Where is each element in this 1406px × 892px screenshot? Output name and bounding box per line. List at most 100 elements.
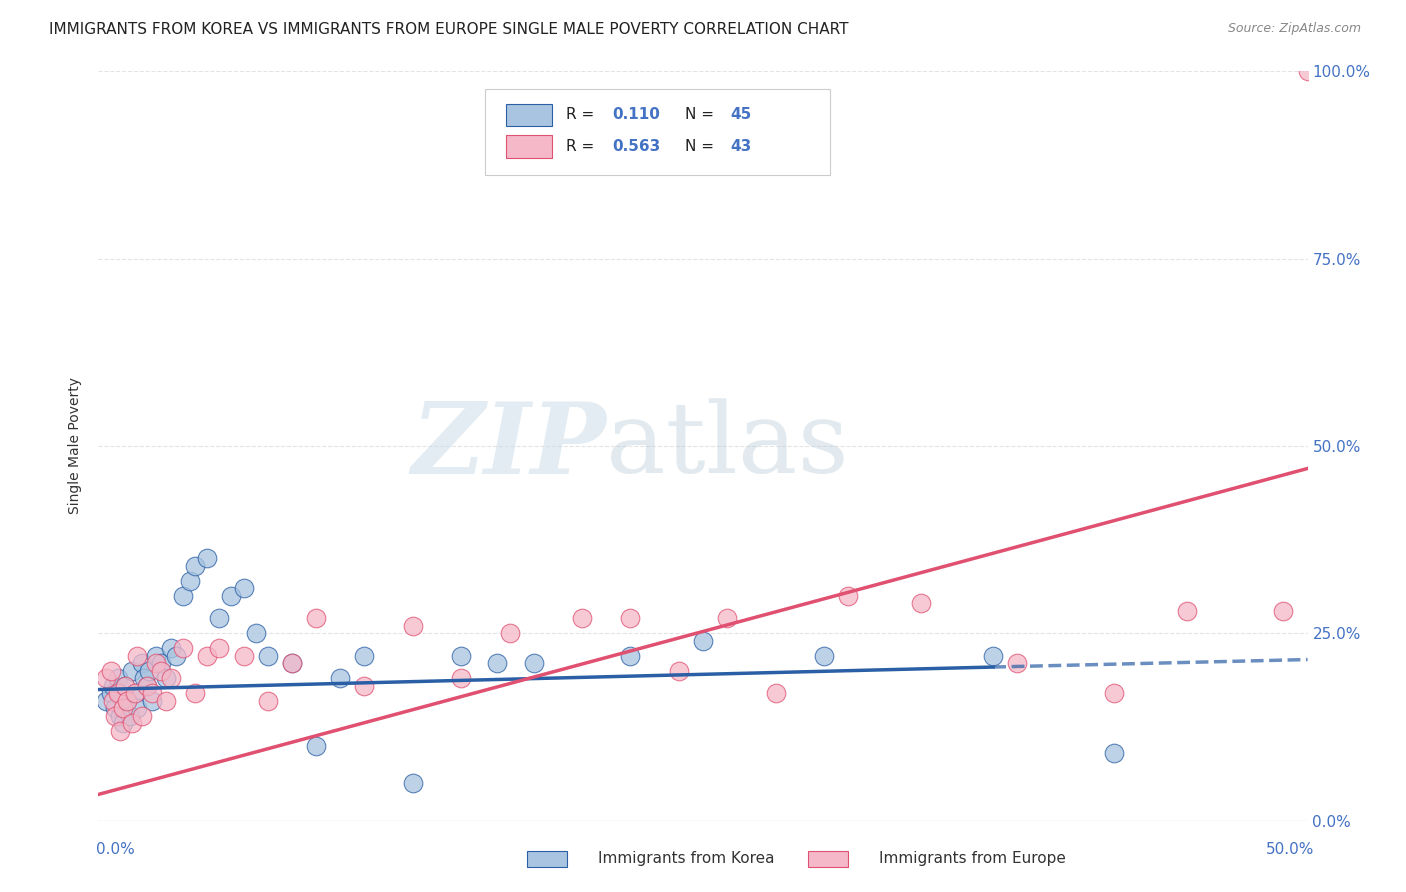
Point	[692, 633, 714, 648]
Point	[353, 679, 375, 693]
Point	[450, 671, 472, 685]
Text: N =: N =	[685, 139, 718, 153]
Point	[141, 686, 163, 700]
Point	[305, 611, 328, 625]
Point	[94, 694, 117, 708]
Point	[813, 648, 835, 663]
Point	[232, 648, 254, 663]
Point	[118, 708, 141, 723]
Point	[1102, 746, 1125, 760]
Point	[402, 776, 425, 790]
Point	[571, 611, 593, 625]
Point	[107, 671, 129, 685]
Point	[716, 611, 738, 625]
Point	[100, 686, 122, 700]
Point	[184, 558, 207, 573]
Point	[1175, 604, 1198, 618]
Point	[121, 664, 143, 678]
Point	[124, 686, 146, 700]
Point	[111, 716, 134, 731]
Point	[402, 619, 425, 633]
Text: N =: N =	[685, 107, 718, 122]
Point	[104, 708, 127, 723]
Bar	[506, 103, 551, 126]
Point	[256, 694, 278, 708]
Point	[104, 701, 127, 715]
Text: 45: 45	[731, 107, 752, 122]
Point	[124, 686, 146, 700]
Point	[134, 671, 156, 685]
Text: ZIP: ZIP	[412, 398, 606, 494]
Point	[837, 589, 859, 603]
Point	[208, 641, 231, 656]
Point	[498, 626, 520, 640]
Text: IMMIGRANTS FROM KOREA VS IMMIGRANTS FROM EUROPE SINGLE MALE POVERTY CORRELATION : IMMIGRANTS FROM KOREA VS IMMIGRANTS FROM…	[49, 22, 849, 37]
Text: 0.0%: 0.0%	[96, 842, 135, 856]
Text: atlas: atlas	[606, 398, 849, 494]
Point	[765, 686, 787, 700]
FancyBboxPatch shape	[485, 88, 830, 175]
Point	[145, 648, 167, 663]
Point	[256, 648, 278, 663]
Point	[1272, 604, 1295, 618]
Point	[1102, 686, 1125, 700]
Point	[131, 708, 153, 723]
Point	[101, 679, 124, 693]
Text: R =: R =	[567, 107, 599, 122]
Point	[138, 664, 160, 678]
Point	[127, 701, 149, 715]
Text: Immigrants from Korea: Immigrants from Korea	[598, 851, 775, 865]
Point	[179, 574, 201, 588]
Point	[108, 723, 131, 738]
Point	[117, 694, 139, 708]
Point	[619, 648, 641, 663]
Point	[155, 694, 177, 708]
Point	[195, 648, 218, 663]
Point	[184, 686, 207, 700]
Point	[94, 671, 117, 685]
Point	[114, 679, 136, 693]
Point	[329, 671, 352, 685]
Point	[1007, 657, 1029, 671]
Point	[450, 648, 472, 663]
Text: Immigrants from Europe: Immigrants from Europe	[879, 851, 1066, 865]
Point	[245, 626, 267, 640]
Point	[108, 708, 131, 723]
Point	[195, 551, 218, 566]
Point	[150, 664, 173, 678]
Point	[100, 664, 122, 678]
Point	[135, 679, 157, 693]
Point	[127, 648, 149, 663]
Point	[523, 657, 546, 671]
Point	[281, 657, 304, 671]
Point	[981, 648, 1004, 663]
Point	[1296, 64, 1319, 78]
Point	[117, 694, 139, 708]
Point	[486, 657, 509, 671]
Text: R =: R =	[567, 139, 599, 153]
Bar	[506, 135, 551, 158]
Point	[155, 671, 177, 685]
Text: 0.563: 0.563	[613, 139, 661, 153]
Point	[165, 648, 187, 663]
Point	[131, 657, 153, 671]
Point	[208, 611, 231, 625]
Point	[121, 716, 143, 731]
Text: 43: 43	[731, 139, 752, 153]
Point	[281, 657, 304, 671]
Point	[111, 701, 134, 715]
Point	[160, 641, 183, 656]
Point	[150, 657, 173, 671]
Point	[232, 582, 254, 596]
Point	[172, 589, 194, 603]
Point	[668, 664, 690, 678]
Point	[114, 679, 136, 693]
Point	[135, 679, 157, 693]
Point	[619, 611, 641, 625]
Point	[172, 641, 194, 656]
Point	[353, 648, 375, 663]
Y-axis label: Single Male Poverty: Single Male Poverty	[69, 377, 83, 515]
Point	[221, 589, 243, 603]
Point	[101, 694, 124, 708]
Point	[305, 739, 328, 753]
